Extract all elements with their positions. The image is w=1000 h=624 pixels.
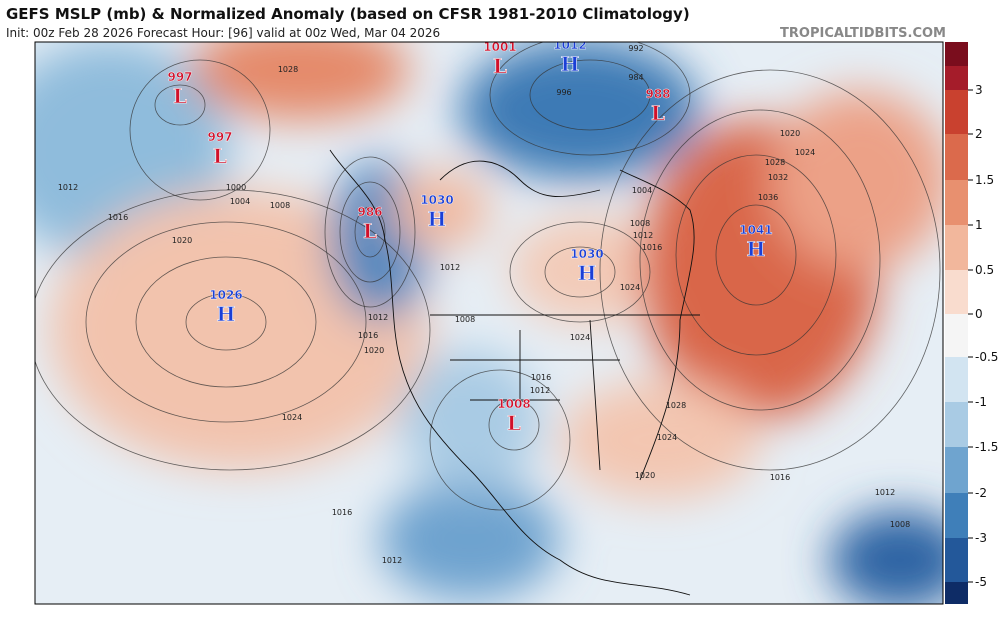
- isobar-label: 1036: [758, 193, 778, 202]
- center-pressure: 997: [167, 70, 192, 84]
- title: GEFS MSLP (mb) & Normalized Anomaly (bas…: [6, 5, 690, 23]
- isobar-label: 1024: [657, 433, 677, 442]
- center-pressure: 1012: [553, 38, 586, 52]
- site-credit: TROPICALTIDBITS.COM: [780, 26, 946, 41]
- isobar-label: 1024: [620, 283, 640, 292]
- isobar-label: 1012: [368, 313, 388, 322]
- center-pressure: 997: [207, 130, 232, 144]
- isobar-label: 1008: [890, 520, 910, 529]
- isobar-label: 1012: [875, 488, 895, 497]
- isobar-label: 1012: [633, 231, 653, 240]
- colorbar-tick-label: -3: [975, 531, 987, 545]
- center-pressure: 1008: [497, 397, 530, 411]
- isobar-label: 1032: [768, 173, 788, 182]
- isobar-label: 1024: [570, 333, 590, 342]
- map-frame: [34, 41, 944, 605]
- isobar-label: 984: [628, 73, 643, 82]
- isobar-label: 1016: [770, 473, 790, 482]
- isobar-label: 1028: [666, 401, 686, 410]
- colorbar-tick-label: 0.5: [975, 263, 994, 277]
- center-letter: H: [217, 302, 236, 326]
- center-letter: H: [428, 207, 447, 231]
- center-letter: H: [747, 237, 766, 261]
- subtitle: Init: 00z Feb 28 2026 Forecast Hour: [96…: [6, 26, 440, 40]
- center-letter: L: [493, 54, 507, 78]
- isobar-label: 1020: [172, 236, 192, 245]
- isobar-label: 1000: [226, 183, 246, 192]
- isobar-label: 1024: [795, 148, 815, 157]
- colorbar-tick-label: 1: [975, 218, 983, 232]
- isobar-label: 1016: [332, 508, 352, 517]
- center-pressure: 986: [357, 205, 382, 219]
- colorbar-tick-label: 1.5: [975, 173, 994, 187]
- isobar-label: 1028: [278, 65, 298, 74]
- colorbar-tick-label: -5: [975, 575, 987, 589]
- center-letter: H: [578, 261, 597, 285]
- center-letter: L: [363, 219, 377, 243]
- isobar-label: 1024: [282, 413, 302, 422]
- isobar-label: 1012: [440, 263, 460, 272]
- isobar-label: 1004: [230, 197, 250, 206]
- isobar-label: 1008: [455, 315, 475, 324]
- center-letter: L: [213, 144, 227, 168]
- isobars: [35, 42, 941, 511]
- colorbar-tick-label: -1.5: [975, 440, 998, 454]
- isobar-label: 1012: [382, 556, 402, 565]
- center-letter: L: [651, 101, 665, 125]
- isobar-label: 1016: [531, 373, 551, 382]
- isobar-label: 996: [556, 88, 571, 97]
- isobar-label: 1008: [630, 219, 650, 228]
- colorbar-tick-label: 3: [975, 83, 983, 97]
- center-pressure: 1041: [739, 223, 772, 237]
- center-letter: L: [507, 411, 521, 435]
- isobar-label: 992: [628, 44, 643, 53]
- isobar-label: 1012: [58, 183, 78, 192]
- coastlines: [329, 149, 700, 596]
- colorbar: [945, 42, 968, 604]
- center-pressure: 1030: [570, 247, 603, 261]
- isobar-label: 1008: [270, 201, 290, 210]
- isobar-label: 1020: [364, 346, 384, 355]
- colorbar-tick-label: 0: [975, 307, 983, 321]
- isobar-label: 1004: [632, 186, 652, 195]
- isobar-label: 1016: [642, 243, 662, 252]
- center-pressure: 1026: [209, 288, 242, 302]
- center-pressure: 1001: [483, 40, 516, 54]
- colorbar-tick-label: 2: [975, 127, 983, 141]
- isobar-label: 1016: [108, 213, 128, 222]
- center-pressure: 1030: [420, 193, 453, 207]
- isobar-label: 1028: [765, 158, 785, 167]
- colorbar-tick-label: -1: [975, 395, 987, 409]
- colorbar-tick-label: -0.5: [975, 350, 998, 364]
- center-letter: L: [173, 84, 187, 108]
- colorbar-tick-label: -2: [975, 486, 987, 500]
- center-pressure: 988: [645, 87, 670, 101]
- map: 997L997L1001L1012H988L986L1030H1030H1041…: [35, 38, 943, 604]
- center-letter: H: [561, 52, 580, 76]
- isobar-label: 1020: [635, 471, 655, 480]
- isobar-label: 1012: [530, 386, 550, 395]
- isobar-label: 1016: [358, 331, 378, 340]
- isobar-label: 1020: [780, 129, 800, 138]
